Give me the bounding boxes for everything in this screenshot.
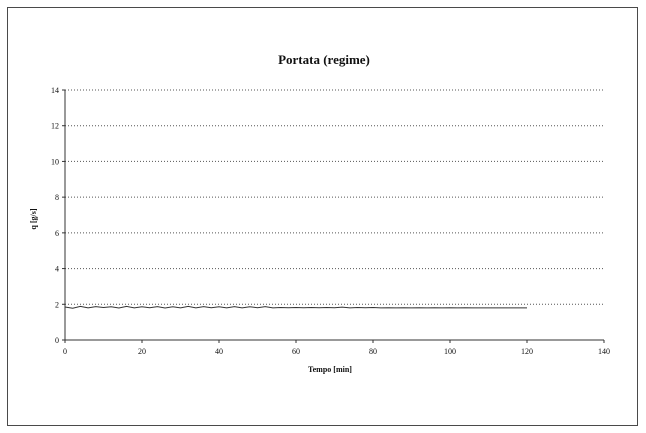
chart-frame: Portata (regime) 0 2 4 6 8 10 12 14 0 20 40 60 80 10… [7, 7, 638, 426]
x-tick-label-140: 140 [598, 347, 610, 356]
axes [62, 89, 605, 343]
x-tick-label-20: 20 [138, 347, 146, 356]
x-tick-label-100: 100 [444, 347, 456, 356]
chart-title: Portata (regime) [278, 52, 370, 67]
x-axis-label: Tempo [min] [308, 365, 352, 374]
y-tick-label-12: 12 [51, 122, 59, 131]
y-tick-label-14: 14 [51, 86, 59, 95]
x-tick-label-120: 120 [521, 347, 533, 356]
gridlines [65, 89, 604, 305]
x-tick-label-40: 40 [215, 347, 223, 356]
x-tick-labels: 0 20 40 60 80 100 120 140 [63, 347, 610, 356]
y-tick-label-4: 4 [55, 265, 59, 274]
x-tick-label-0: 0 [63, 347, 67, 356]
y-tick-label-6: 6 [55, 229, 59, 238]
y-tick-label-0: 0 [55, 336, 59, 345]
chart-svg: Portata (regime) 0 2 4 6 8 10 12 14 0 20 40 60 80 10… [29, 52, 610, 374]
y-tick-label-2: 2 [55, 300, 59, 309]
y-tick-label-8: 8 [55, 193, 59, 202]
y-axis-label: q [g/s] [29, 208, 38, 229]
series-group [64, 305, 527, 309]
y-tick-labels: 0 2 4 6 8 10 12 14 [51, 86, 59, 345]
x-tick-label-80: 80 [369, 347, 377, 356]
x-tick-label-60: 60 [292, 347, 300, 356]
series-line-0 [64, 305, 527, 309]
y-tick-label-10: 10 [51, 157, 59, 166]
